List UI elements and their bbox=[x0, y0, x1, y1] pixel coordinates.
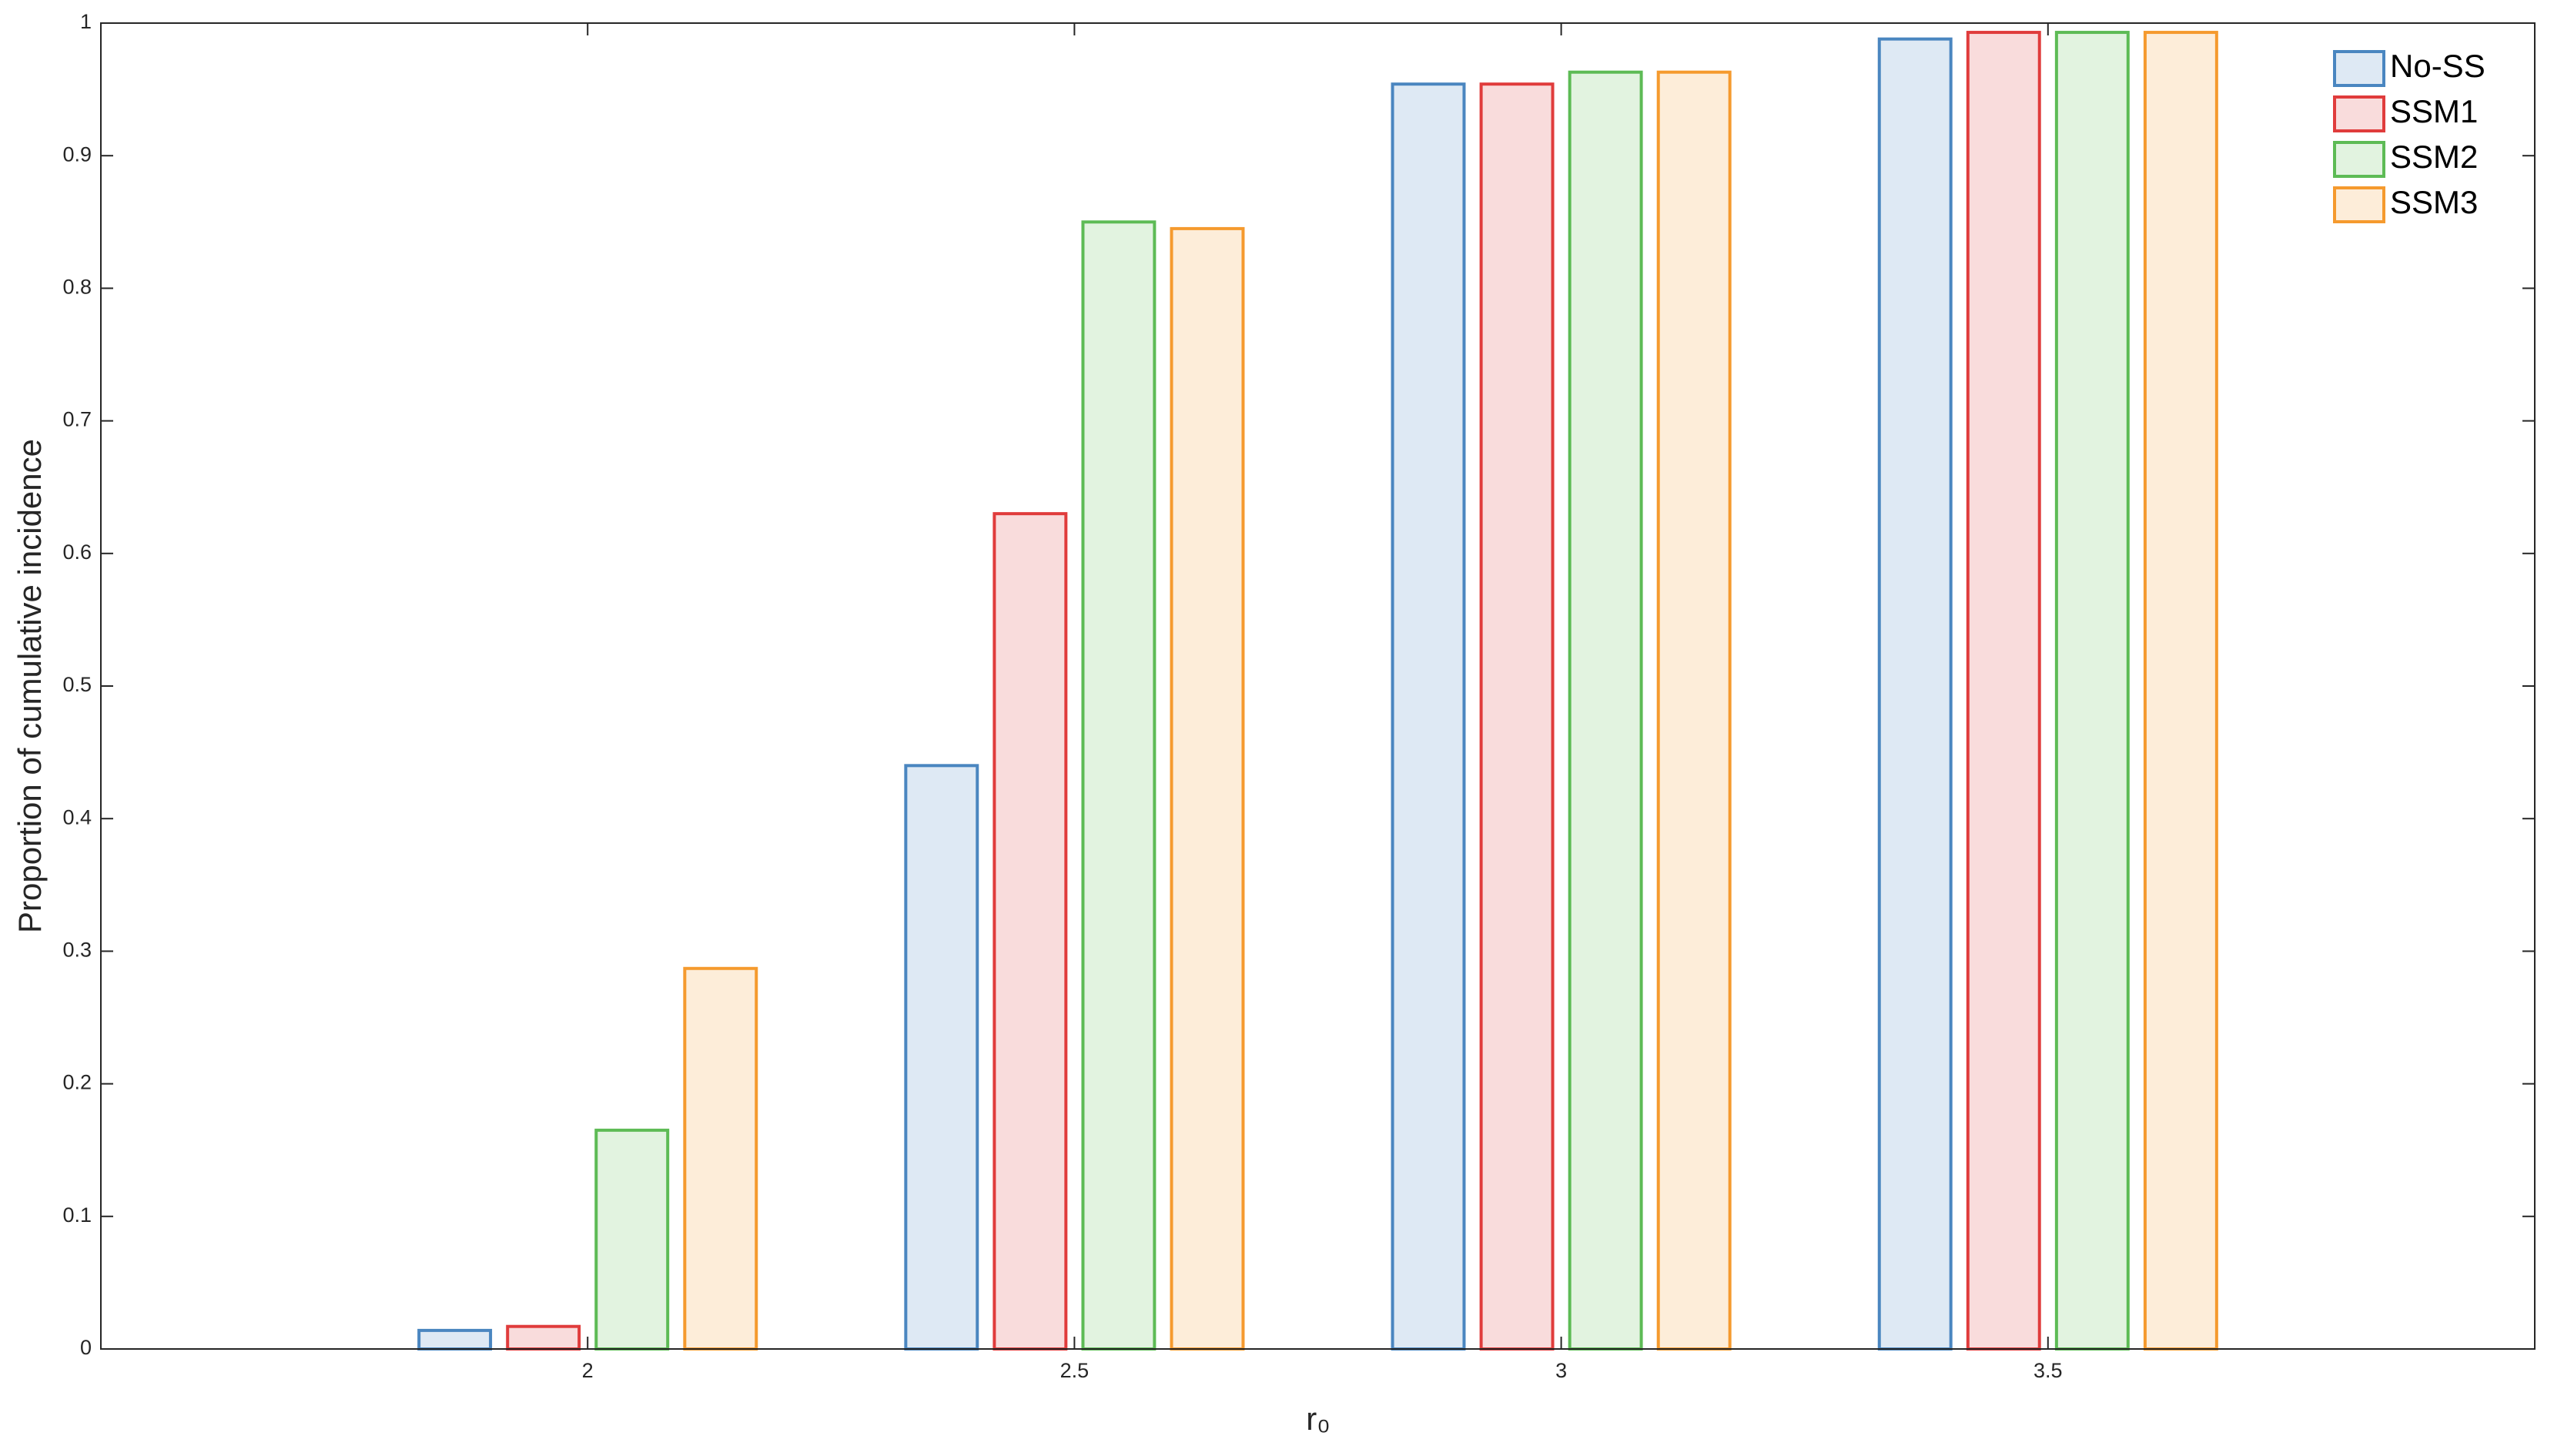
bar bbox=[594, 1128, 670, 1351]
legend-label: SSM3 bbox=[2390, 184, 2478, 220]
x-tick-label: 2.5 bbox=[1060, 1359, 1090, 1382]
y-tick-label: 1 bbox=[80, 10, 92, 33]
bar bbox=[904, 764, 979, 1351]
y-tick-label: 0.5 bbox=[62, 673, 92, 696]
plot-frame bbox=[100, 22, 2536, 1350]
y-tick-label: 0.2 bbox=[62, 1071, 92, 1094]
bar bbox=[992, 512, 1068, 1351]
bar bbox=[1568, 70, 1643, 1351]
legend-label: SSM2 bbox=[2390, 139, 2478, 175]
bar bbox=[417, 1328, 493, 1351]
legend-swatch bbox=[2333, 186, 2385, 223]
y-tick-label: 0.8 bbox=[62, 276, 92, 299]
legend-swatch bbox=[2333, 141, 2385, 178]
x-tick-label: 3 bbox=[1555, 1359, 1567, 1382]
y-tick-label: 0.3 bbox=[62, 939, 92, 962]
legend-swatch bbox=[2333, 50, 2385, 87]
y-axis-label: Proportion of cumulative incidence bbox=[12, 439, 48, 933]
legend-label: No-SS bbox=[2390, 48, 2485, 84]
bar bbox=[1479, 82, 1555, 1351]
bar bbox=[1877, 37, 1953, 1351]
bar bbox=[2143, 31, 2218, 1351]
bar bbox=[1391, 82, 1466, 1351]
bar bbox=[1966, 31, 2041, 1351]
y-tick-label: 0.1 bbox=[62, 1203, 92, 1227]
x-tick-label: 2 bbox=[582, 1359, 594, 1382]
y-tick-label: 0.4 bbox=[62, 805, 92, 828]
bar bbox=[683, 966, 758, 1351]
bar bbox=[1081, 220, 1156, 1351]
bar bbox=[1170, 226, 1245, 1351]
y-tick-label: 0.6 bbox=[62, 541, 92, 564]
y-tick-label: 0 bbox=[80, 1336, 92, 1359]
bar bbox=[2054, 31, 2130, 1351]
x-tick-label: 3.5 bbox=[2033, 1359, 2063, 1382]
bar bbox=[506, 1324, 581, 1351]
y-tick-label: 0.7 bbox=[62, 408, 92, 431]
bar bbox=[1656, 70, 1732, 1351]
x-axis-label: r₀ bbox=[1306, 1401, 1330, 1437]
legend-label: SSM1 bbox=[2390, 93, 2478, 129]
y-tick-label: 0.9 bbox=[62, 142, 92, 166]
legend-swatch bbox=[2333, 95, 2385, 132]
